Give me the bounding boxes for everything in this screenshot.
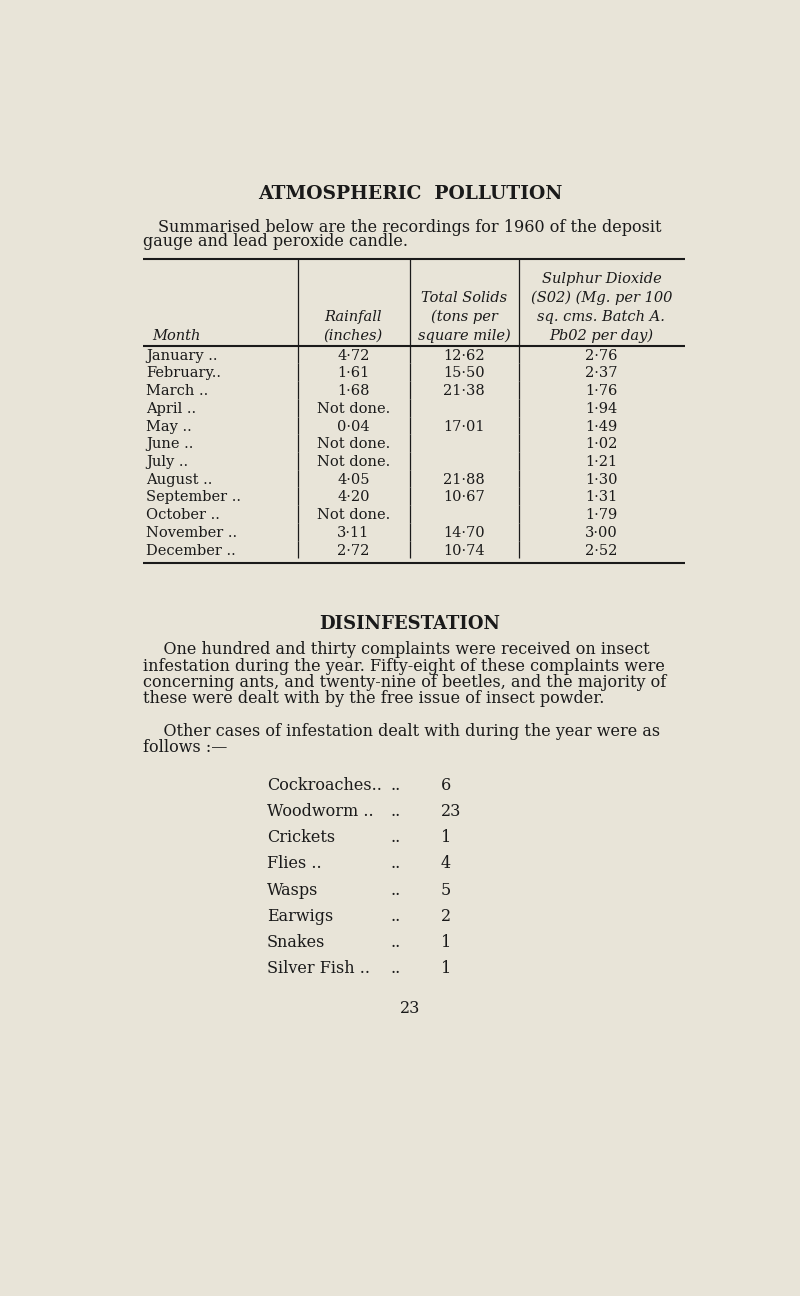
Text: gauge and lead peroxide candle.: gauge and lead peroxide candle. (142, 232, 408, 250)
Text: ..: .. (390, 804, 401, 820)
Text: 1·49: 1·49 (586, 420, 618, 434)
Text: ..: .. (390, 960, 401, 977)
Text: DISINFESTATION: DISINFESTATION (319, 616, 501, 634)
Text: 1·94: 1·94 (586, 402, 618, 416)
Text: concerning ants, and twenty-nine of beetles, and the majority of: concerning ants, and twenty-nine of beet… (142, 674, 666, 691)
Text: 2·76: 2·76 (585, 349, 618, 363)
Text: 1·21: 1·21 (586, 455, 618, 469)
Text: ..: .. (390, 934, 401, 951)
Text: Cockroaches..: Cockroaches.. (266, 776, 382, 794)
Text: October ..: October .. (146, 508, 220, 522)
Text: Rainfall
(inches): Rainfall (inches) (324, 310, 383, 342)
Text: Wasps: Wasps (266, 881, 318, 898)
Text: ..: .. (390, 855, 401, 872)
Text: Earwigs: Earwigs (266, 907, 333, 925)
Text: 2·52: 2·52 (586, 543, 618, 557)
Text: August ..: August .. (146, 473, 213, 487)
Text: 1·30: 1·30 (585, 473, 618, 487)
Text: Summarised below are the recordings for 1960 of the deposit: Summarised below are the recordings for … (158, 219, 662, 236)
Text: April ..: April .. (146, 402, 197, 416)
Text: Not done.: Not done. (317, 508, 390, 522)
Text: 4·72: 4·72 (338, 349, 370, 363)
Text: February..: February.. (146, 367, 222, 381)
Text: Month: Month (152, 329, 200, 342)
Text: 12·62: 12·62 (443, 349, 485, 363)
Text: Crickets: Crickets (266, 829, 334, 846)
Text: 1·31: 1·31 (586, 490, 618, 504)
Text: 23: 23 (441, 804, 462, 820)
Text: ..: .. (390, 829, 401, 846)
Text: 14·70: 14·70 (443, 526, 485, 540)
Text: Not done.: Not done. (317, 455, 390, 469)
Text: ..: .. (390, 907, 401, 925)
Text: 3·00: 3·00 (585, 526, 618, 540)
Text: 1·68: 1·68 (337, 384, 370, 398)
Text: November ..: November .. (146, 526, 238, 540)
Text: May ..: May .. (146, 420, 192, 434)
Text: 1·79: 1·79 (586, 508, 618, 522)
Text: ATMOSPHERIC  POLLUTION: ATMOSPHERIC POLLUTION (258, 185, 562, 202)
Text: 1: 1 (441, 960, 451, 977)
Text: 4·05: 4·05 (337, 473, 370, 487)
Text: 10·67: 10·67 (443, 490, 485, 504)
Text: 0·04: 0·04 (337, 420, 370, 434)
Text: follows :—: follows :— (142, 739, 227, 756)
Text: 15·50: 15·50 (443, 367, 485, 381)
Text: these were dealt with by the free issue of insect powder.: these were dealt with by the free issue … (142, 689, 604, 706)
Text: Total Solids
(tons per
square mile): Total Solids (tons per square mile) (418, 290, 510, 342)
Text: 3·11: 3·11 (338, 526, 370, 540)
Text: 1: 1 (441, 934, 451, 951)
Text: Woodworm ..: Woodworm .. (266, 804, 374, 820)
Text: March ..: March .. (146, 384, 209, 398)
Text: 4: 4 (441, 855, 451, 872)
Text: 10·74: 10·74 (443, 543, 485, 557)
Text: September ..: September .. (146, 490, 242, 504)
Text: 23: 23 (400, 1001, 420, 1017)
Text: One hundred and thirty complaints were received on insect: One hundred and thirty complaints were r… (142, 642, 650, 658)
Text: Sulphur Dioxide
(S02) (Mg. per 100
sq. cms. Batch A.
Pb02 per day): Sulphur Dioxide (S02) (Mg. per 100 sq. c… (530, 272, 672, 342)
Text: 6: 6 (441, 776, 451, 794)
Text: Not done.: Not done. (317, 437, 390, 451)
Text: 2: 2 (441, 907, 451, 925)
Text: Silver Fish ..: Silver Fish .. (266, 960, 370, 977)
Text: 2·72: 2·72 (338, 543, 370, 557)
Text: ..: .. (390, 881, 401, 898)
Text: 1·76: 1·76 (586, 384, 618, 398)
Text: 1: 1 (441, 829, 451, 846)
Text: ..: .. (390, 776, 401, 794)
Text: Snakes: Snakes (266, 934, 325, 951)
Text: 4·20: 4·20 (337, 490, 370, 504)
Text: 1·02: 1·02 (586, 437, 618, 451)
Text: 21·88: 21·88 (443, 473, 485, 487)
Text: infestation during the year. Fifty-eight of these complaints were: infestation during the year. Fifty-eight… (142, 657, 665, 674)
Text: 5: 5 (441, 881, 451, 898)
Text: Other cases of infestation dealt with during the year were as: Other cases of infestation dealt with du… (142, 723, 660, 740)
Text: 17·01: 17·01 (443, 420, 485, 434)
Text: December ..: December .. (146, 543, 236, 557)
Text: June ..: June .. (146, 437, 194, 451)
Text: Flies ..: Flies .. (266, 855, 322, 872)
Text: 1·61: 1·61 (338, 367, 370, 381)
Text: January ..: January .. (146, 349, 218, 363)
Text: Not done.: Not done. (317, 402, 390, 416)
Text: 21·38: 21·38 (443, 384, 485, 398)
Text: 2·37: 2·37 (585, 367, 618, 381)
Text: July ..: July .. (146, 455, 189, 469)
